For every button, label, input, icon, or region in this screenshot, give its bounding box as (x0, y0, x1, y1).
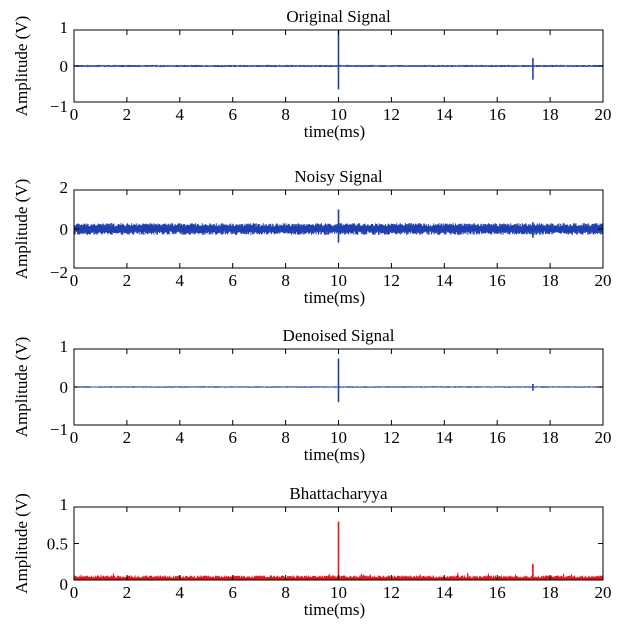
series-1-trace (74, 64, 603, 68)
x-tick-label: 2 (123, 428, 132, 447)
x-tick-label: 14 (436, 428, 454, 447)
x-tick-label: 16 (489, 271, 506, 290)
x-tick-label: 14 (436, 271, 454, 290)
y-tick-label: 0 (60, 57, 69, 76)
x-axis-label: time(ms) (304, 122, 365, 141)
x-tick-label: 10 (330, 105, 347, 124)
chart-title: Bhattacharyya (289, 484, 388, 503)
y-axis-label: Amplitude (V) (12, 16, 31, 117)
y-tick-label: 1 (60, 18, 69, 37)
x-tick-label: 8 (281, 105, 290, 124)
x-tick-label: 12 (383, 428, 400, 447)
y-tick-label: 2 (60, 178, 69, 197)
x-tick-label: 16 (489, 428, 506, 447)
x-tick-label: 18 (542, 583, 559, 602)
x-tick-label: 8 (281, 428, 290, 447)
x-axis-label: time(ms) (304, 288, 365, 307)
x-tick-label: 18 (542, 271, 559, 290)
x-tick-label: 0 (70, 428, 79, 447)
series-1-trace (74, 223, 603, 235)
x-tick-label: 6 (228, 271, 237, 290)
x-tick-label: 6 (228, 583, 237, 602)
x-tick-label: 12 (383, 583, 400, 602)
x-tick-label: 12 (383, 105, 400, 124)
x-tick-label: 20 (595, 583, 612, 602)
x-tick-label: 0 (70, 271, 79, 290)
x-tick-label: 4 (176, 583, 185, 602)
x-tick-label: 2 (123, 105, 132, 124)
x-tick-label: 4 (176, 428, 185, 447)
x-tick-label: 14 (436, 583, 454, 602)
panel-4: 0 2 4 6 8 10 12 14 16 18 20 0 0.5 1 Bhattacharyya time(… (12, 484, 612, 619)
x-tick-label: 10 (330, 583, 347, 602)
x-tick-label: 16 (489, 583, 506, 602)
x-tick-label: 2 (123, 583, 132, 602)
chart-title: Noisy Signal (294, 167, 383, 186)
x-tick-label: 12 (383, 271, 400, 290)
x-tick-label: 16 (489, 105, 506, 124)
y-tick-label: 1 (60, 495, 69, 514)
y-tick-label: 0 (60, 220, 69, 239)
x-tick-label: 2 (123, 271, 132, 290)
x-tick-label: 8 (281, 271, 290, 290)
y-tick-label: 1 (60, 337, 69, 356)
series-1-trace (74, 386, 603, 388)
x-tick-label: 0 (70, 105, 79, 124)
x-tick-label: 18 (542, 428, 559, 447)
x-axis-label: time(ms) (304, 445, 365, 464)
x-tick-label: 0 (70, 583, 79, 602)
y-tick-label: 0.5 (47, 535, 68, 554)
x-tick-label: 20 (595, 105, 612, 124)
x-tick-label: 8 (281, 583, 290, 602)
x-tick-label: 20 (595, 428, 612, 447)
x-tick-label: 10 (330, 428, 347, 447)
x-tick-label: 4 (176, 271, 185, 290)
chart-title: Denoised Signal (283, 326, 395, 345)
y-tick-label: −1 (50, 97, 68, 116)
y-axis-label: Amplitude (V) (12, 179, 31, 280)
y-axis-label: Amplitude (V) (12, 493, 31, 594)
chart-title: Original Signal (286, 7, 391, 26)
x-tick-label: 14 (436, 105, 454, 124)
x-tick-label: 18 (542, 105, 559, 124)
y-tick-label: 0 (60, 575, 69, 594)
y-tick-label: 0 (60, 378, 69, 397)
x-tick-label: 10 (330, 271, 347, 290)
y-tick-label: −2 (50, 263, 68, 282)
x-tick-label: 20 (595, 271, 612, 290)
x-tick-label: 6 (228, 428, 237, 447)
y-tick-label: −1 (50, 420, 68, 439)
y-axis-label: Amplitude (V) (12, 337, 31, 438)
x-tick-label: 4 (176, 105, 185, 124)
x-tick-label: 6 (228, 105, 237, 124)
x-axis-label: time(ms) (304, 600, 365, 619)
